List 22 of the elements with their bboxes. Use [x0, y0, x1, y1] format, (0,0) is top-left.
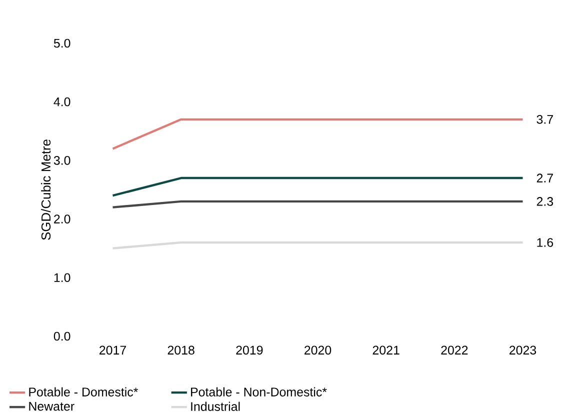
legend-label: Potable - Non-Domestic*: [191, 387, 327, 396]
legend-label: Industrial: [191, 402, 240, 411]
y-axis-title: SGD/Cubic Metre: [41, 140, 51, 240]
x-tick-label: 2018: [168, 346, 194, 355]
legend-label: Potable - Domestic*: [29, 387, 138, 396]
y-tick-label: 0.0: [54, 332, 70, 341]
data-label: 2.3: [536, 197, 554, 206]
data-label: 2.7: [536, 174, 553, 182]
y-tick-label: 1.0: [54, 273, 70, 282]
y-tick-label: 5.0: [54, 38, 70, 48]
x-tick-label: 2021: [372, 346, 400, 355]
x-tick-label: 2022: [441, 346, 468, 355]
y-tick-label: 4.0: [54, 97, 70, 106]
legend-label: Newater: [29, 402, 74, 411]
x-tick-label: 2019: [236, 346, 263, 355]
x-tick-label: 2023: [510, 346, 536, 355]
y-tick-label: 3.0: [54, 156, 70, 165]
data-label: 3.7: [536, 115, 553, 124]
y-tick-label: 2.0: [54, 214, 70, 224]
x-tick-label: 2017: [100, 346, 126, 355]
x-tick-label: 2020: [304, 346, 332, 355]
data-label: 1.6: [537, 238, 554, 247]
